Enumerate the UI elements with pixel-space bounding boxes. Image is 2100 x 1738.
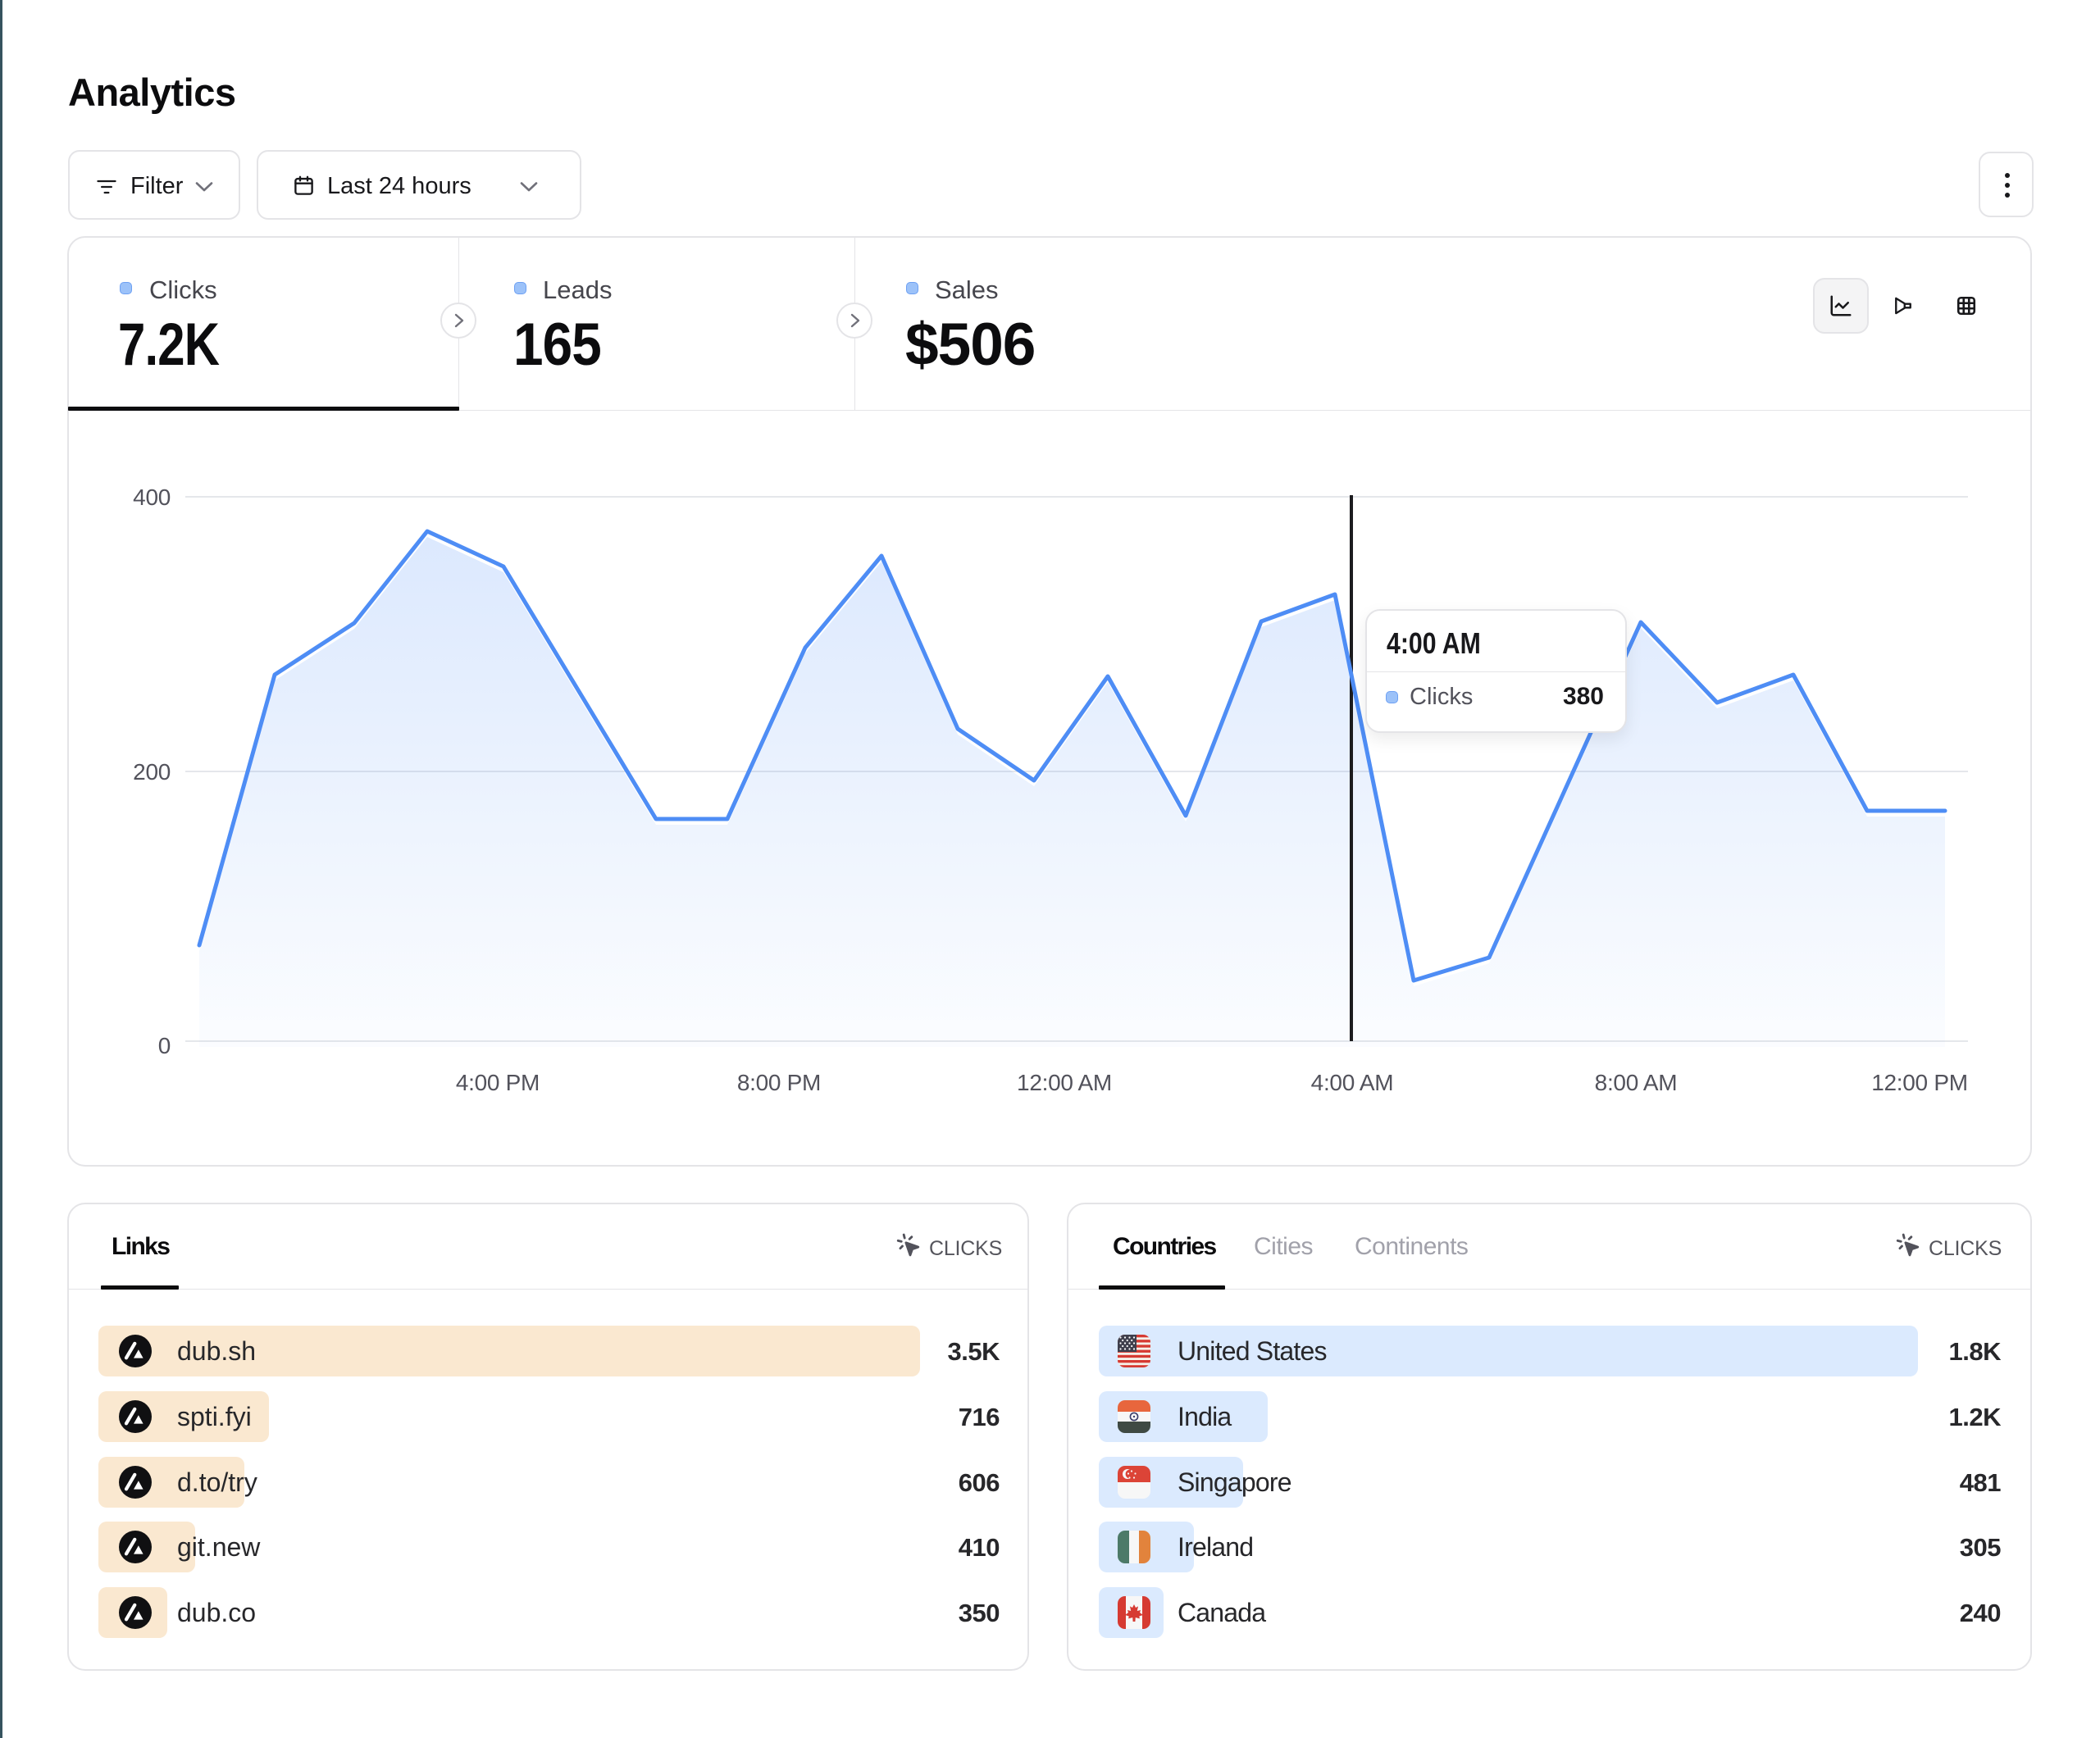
svg-text:12:00 AM: 12:00 AM — [1017, 1070, 1112, 1095]
svg-text:200: 200 — [133, 759, 171, 785]
svg-text:400: 400 — [133, 485, 171, 510]
svg-text:4:00 PM: 4:00 PM — [456, 1070, 540, 1095]
svg-text:4:00 AM: 4:00 AM — [1311, 1070, 1394, 1095]
svg-text:0: 0 — [158, 1033, 171, 1058]
svg-text:12:00 PM: 12:00 PM — [1871, 1070, 1967, 1095]
svg-text:8:00 PM: 8:00 PM — [737, 1070, 821, 1095]
svg-text:8:00 AM: 8:00 AM — [1595, 1070, 1678, 1095]
